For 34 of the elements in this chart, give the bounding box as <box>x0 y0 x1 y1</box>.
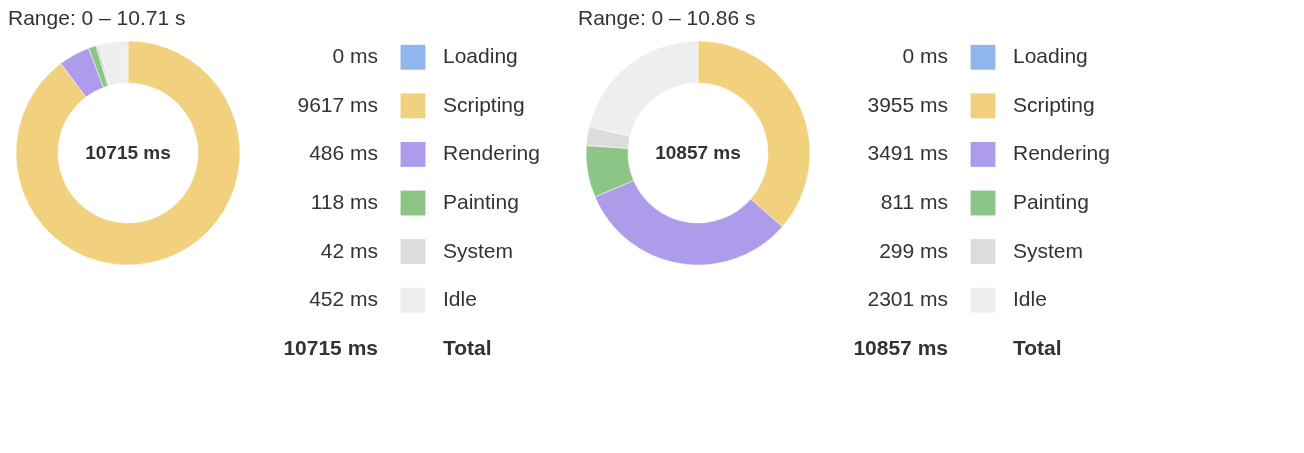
text: 10857 ms <box>655 142 741 163</box>
donut-slice <box>15 40 241 266</box>
data-label: 9617 ms <box>297 92 378 116</box>
data-label: 118 ms <box>310 190 378 213</box>
donut-slice <box>60 47 104 98</box>
text: 10857 ms <box>853 335 948 359</box>
data-label: 452 ms <box>309 287 378 311</box>
legend-label: Loading <box>443 44 518 68</box>
data-label: 3491 ms <box>867 141 948 165</box>
chart-title: Range: 0 – 10.86 s <box>578 6 756 29</box>
text: 10715 ms <box>85 142 171 163</box>
legend-label: System <box>1013 238 1084 262</box>
data-label: 2301 ms <box>867 287 948 311</box>
data-label: 3955 ms <box>867 92 948 116</box>
text: 10715 ms <box>283 335 378 359</box>
legend-label: Rendering <box>443 141 540 165</box>
legend-label: Loading <box>1013 44 1088 68</box>
data-label: 486 ms <box>309 141 378 165</box>
legend-label: Scripting <box>1013 92 1095 116</box>
chart-title: Range: 0 – 10.71 s <box>8 6 186 29</box>
data-label: 42 ms <box>320 238 378 262</box>
legend-label: Painting <box>1013 190 1089 213</box>
text: 0 ms <box>902 44 948 68</box>
text: Total <box>443 335 492 359</box>
data-label: 811 ms <box>880 190 948 213</box>
text: 0 ms <box>332 44 378 68</box>
legend-label: Scripting <box>443 92 525 116</box>
legend-label: Painting <box>443 190 519 213</box>
text: Total <box>1013 335 1062 359</box>
legend-label: System <box>443 238 514 262</box>
legend-label: Idle <box>1013 287 1047 311</box>
data-label: 299 ms <box>879 238 948 262</box>
legend-label: Idle <box>443 287 477 311</box>
legend-label: Rendering <box>1013 141 1110 165</box>
